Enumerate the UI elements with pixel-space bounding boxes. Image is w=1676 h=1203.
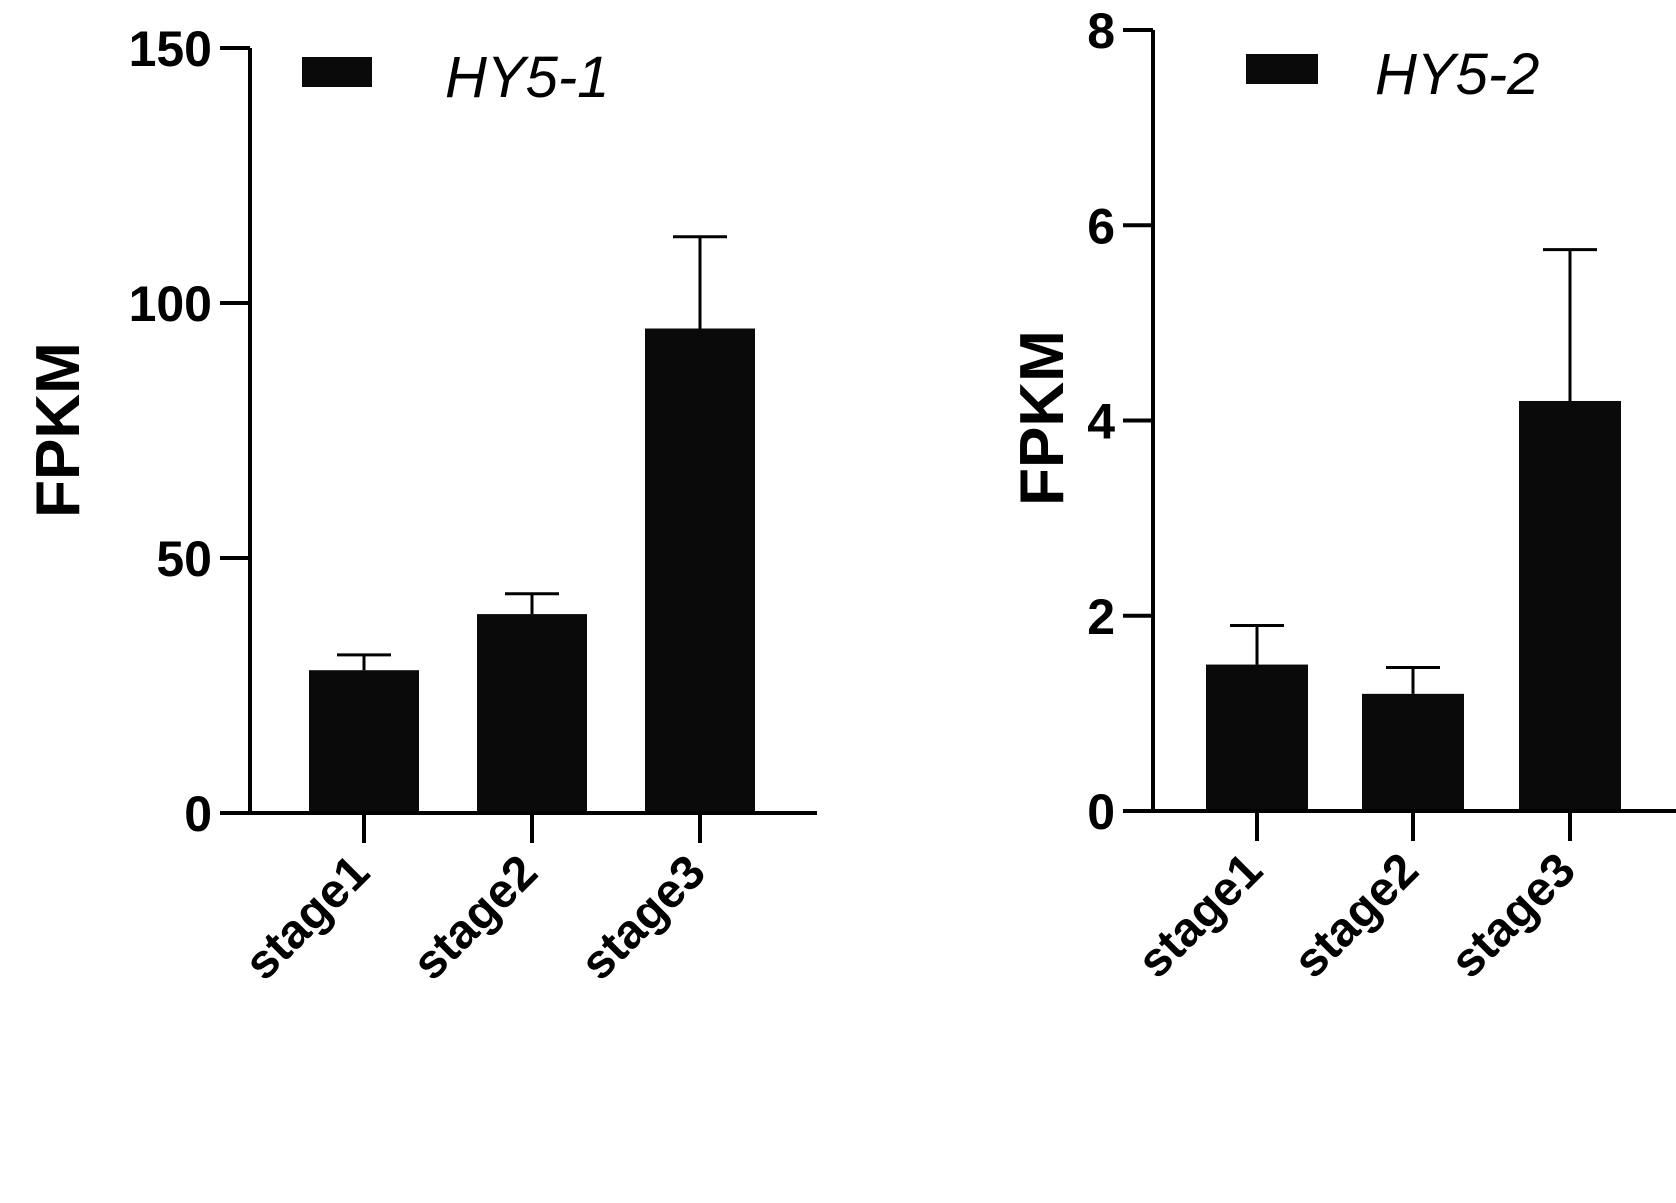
y-axis-label: FPKM xyxy=(24,342,93,518)
x-tick-label-stage2: stage2 xyxy=(403,845,548,990)
y-tick-label-4: 4 xyxy=(1087,394,1115,450)
bar-stage2 xyxy=(1362,693,1464,811)
legend-label: HY5-2 xyxy=(1375,42,1539,107)
chart-panel-hy5-2: 0 2 4 6 8 stage1 stage2 stage3 FPKM HY5-2 xyxy=(1008,3,1676,988)
bar-stage3 xyxy=(1519,400,1621,811)
x-tick-label-stage3: stage3 xyxy=(571,845,716,990)
y-tick-label-6: 6 xyxy=(1087,198,1115,254)
bar-stage3 xyxy=(645,328,755,813)
x-tick-label-stage1: stage1 xyxy=(1128,843,1273,988)
y-tick-label-0: 0 xyxy=(1087,784,1115,840)
y-tick-label-8: 8 xyxy=(1087,3,1115,59)
legend-label: HY5-1 xyxy=(445,45,609,110)
legend-swatch xyxy=(302,57,372,87)
x-tick-label-stage1: stage1 xyxy=(235,845,380,990)
y-tick-label-100: 100 xyxy=(129,276,212,332)
x-tick-label-stage3: stage3 xyxy=(1441,843,1586,988)
y-tick-label-150: 150 xyxy=(129,21,212,77)
bar-stage2 xyxy=(477,614,587,813)
chart-panel-hy5-1: 0 50 100 150 stage1 stage2 stage3 FPKM HY5-1 xyxy=(24,21,817,990)
legend-swatch xyxy=(1246,54,1318,84)
y-tick-label-0: 0 xyxy=(184,786,212,842)
bar-stage1 xyxy=(309,670,419,813)
y-tick-label-2: 2 xyxy=(1087,589,1115,645)
x-tick-label-stage2: stage2 xyxy=(1284,843,1429,988)
bar-stage1 xyxy=(1206,664,1308,811)
y-axis-label: FPKM xyxy=(1008,330,1077,506)
y-tick-label-50: 50 xyxy=(156,531,212,587)
